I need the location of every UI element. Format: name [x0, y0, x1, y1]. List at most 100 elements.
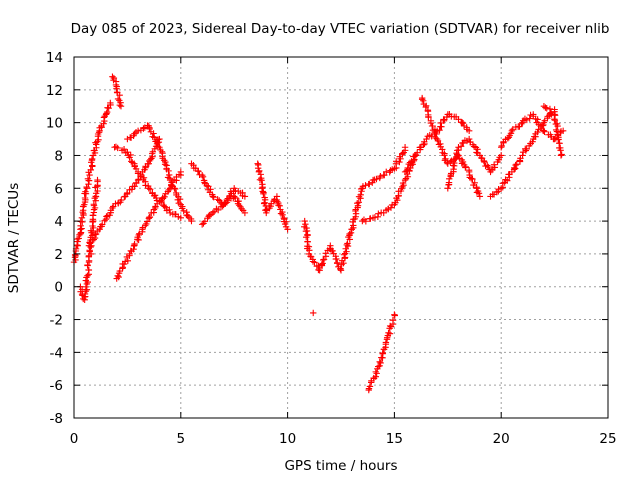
data-point-trail [77, 229, 85, 236]
data-point-trail [376, 358, 383, 365]
data-point-trail [421, 138, 428, 146]
data-point-trail [78, 225, 85, 232]
data-point-trail [377, 173, 384, 180]
y-tick-label: 10 [46, 116, 63, 132]
x-axis-label: GPS time / hours [284, 458, 397, 474]
data-point-trail [473, 149, 480, 156]
data-point-trail [491, 164, 499, 171]
data-point [310, 309, 317, 317]
data-point-trail [90, 236, 97, 243]
data-point-trail [332, 255, 340, 263]
data-point-trail [543, 105, 550, 112]
data-point-trail [196, 171, 203, 178]
data-point-trail [320, 256, 327, 264]
data-point-trail [150, 130, 157, 137]
data-point-trail [495, 185, 502, 193]
data-point [166, 209, 174, 217]
data-point-trail [546, 105, 554, 113]
data-point-trail [389, 316, 397, 324]
data-point-trail [171, 185, 179, 193]
data-point-trail [443, 159, 451, 166]
data-point-trail [165, 186, 173, 194]
data-point-trail [406, 159, 414, 166]
data-point-trail [403, 167, 410, 175]
data-point-trail [180, 207, 187, 214]
data-point-trail [89, 212, 97, 219]
data-point-trail [458, 119, 466, 126]
data-point-trail [523, 116, 531, 124]
data-point-trail [107, 207, 115, 214]
data-point-trail [506, 171, 513, 178]
data-point-trail [120, 145, 128, 153]
data-point-trail [128, 186, 136, 193]
data-point-trail [382, 339, 390, 346]
data-point-trail [551, 116, 559, 124]
data-point-trail [118, 196, 125, 204]
data-point-trail [306, 247, 313, 254]
data-point-trail [101, 217, 108, 224]
data-point-trail [73, 235, 81, 243]
data-point-trail [165, 167, 172, 175]
data-point-trail [554, 131, 561, 138]
data-point-trail [357, 191, 364, 199]
data-point-trail [89, 162, 96, 169]
data-point-trail [277, 210, 285, 217]
data-point-trail [318, 261, 325, 268]
data-point-trail [373, 175, 380, 183]
data-point-trail [83, 286, 91, 293]
data-point-trail [177, 171, 185, 179]
data-point-trail [420, 141, 427, 148]
x-tick-label: 5 [177, 431, 186, 447]
data-point [198, 221, 206, 228]
data-point-trail [140, 125, 147, 132]
data-point-trail [386, 330, 394, 337]
data-point-trail [554, 122, 561, 130]
data-point-trail [82, 283, 90, 291]
data-point-trail [175, 199, 182, 207]
data-point-trail [513, 161, 520, 168]
data-point-trail [214, 206, 222, 214]
data-point-trail [420, 97, 427, 104]
data-point-trail [176, 195, 184, 203]
data-point-trail [87, 166, 95, 174]
data-point-trail [161, 161, 169, 168]
data-point-trail [375, 363, 382, 370]
data-point-trail [143, 218, 151, 225]
data-point-trail [207, 211, 215, 218]
data-point-trail [459, 158, 467, 166]
data-point-trail [541, 128, 548, 135]
data-point-trail [150, 206, 158, 213]
data-point-trail [114, 95, 122, 103]
data-point [156, 144, 163, 151]
data-point-trail [504, 177, 511, 184]
data-point [85, 242, 93, 249]
data-point-trail [355, 199, 362, 206]
data-point-trail [199, 173, 207, 181]
data-point-trail [496, 154, 503, 161]
y-tick-label: -8 [50, 411, 63, 427]
data-point-trail [124, 257, 132, 265]
data-point-trail [75, 235, 82, 242]
data-point-trail [258, 177, 265, 184]
data-point-trail [396, 158, 403, 166]
plot-frame [73, 56, 609, 419]
data-point-trail [414, 149, 421, 156]
x-tick-label: 20 [493, 431, 510, 447]
y-tick-label: -2 [50, 313, 63, 329]
data-point-trail [219, 203, 226, 210]
data-point-trail [337, 265, 344, 272]
data-point-trail [366, 383, 374, 390]
y-tick-label: 0 [54, 280, 63, 296]
data-point-trail [457, 143, 465, 150]
data-point-trail [235, 202, 243, 209]
data-point-trail [344, 240, 351, 247]
data-point-trail [71, 251, 79, 259]
data-point-trail [103, 213, 110, 220]
data-point-trail [425, 113, 432, 121]
data-point-trail [146, 185, 154, 193]
y-tick-label: 6 [54, 181, 63, 197]
data-point-trail [282, 223, 290, 231]
data-point-trail [207, 186, 214, 193]
data-point-trail [354, 199, 361, 207]
data-point-trail [377, 359, 384, 367]
